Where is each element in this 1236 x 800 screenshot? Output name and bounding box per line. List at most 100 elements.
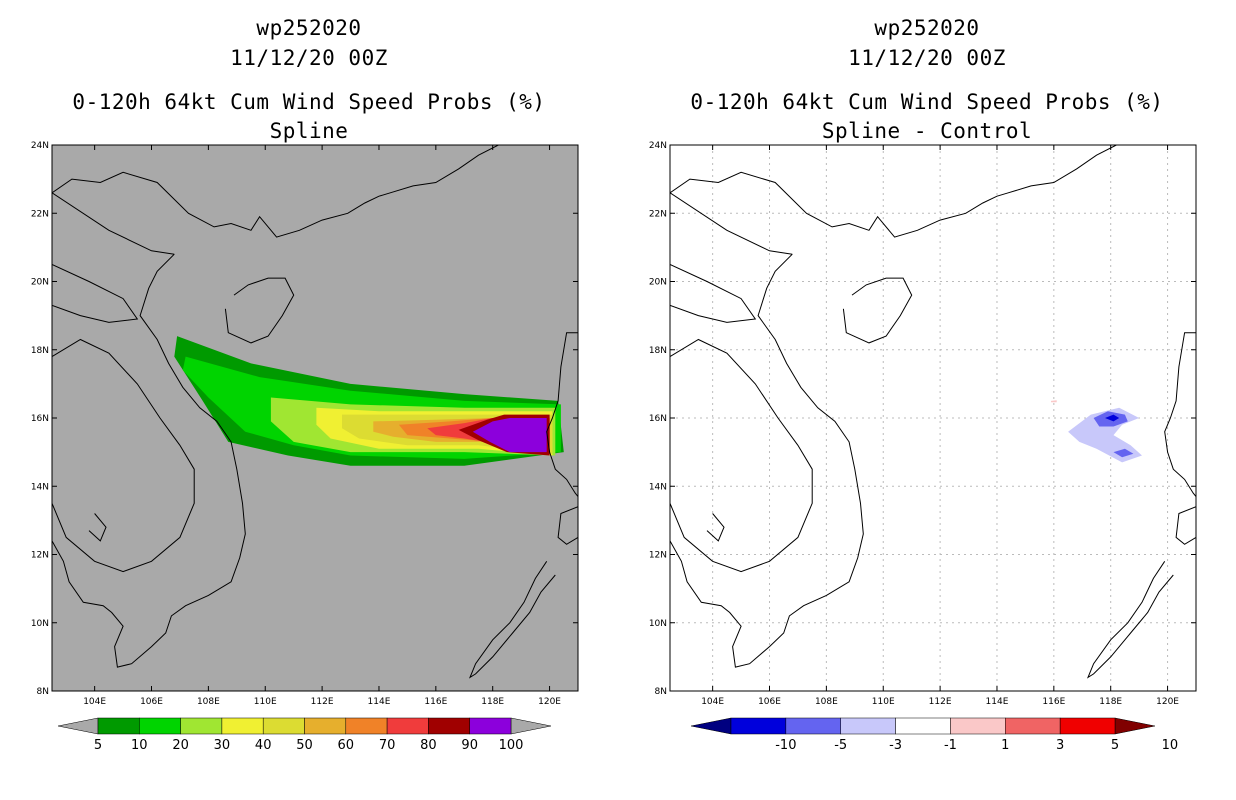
- y-tick-label: 8N: [37, 687, 49, 697]
- y-tick-label: 20N: [649, 278, 667, 288]
- colorbar: 5 10 20 30 40 50 60 70 80 90 100: [57, 717, 552, 753]
- colorbar-label: 3: [1056, 738, 1064, 753]
- coastline: [670, 338, 813, 573]
- coastline: [557, 506, 578, 545]
- x-tick-label: 118E: [481, 697, 504, 707]
- coastline: [670, 192, 793, 255]
- colorbar-label: -10: [775, 738, 796, 753]
- coastline: [670, 253, 864, 668]
- colorbar-label: 90: [461, 738, 478, 753]
- x-tick-label: 116E: [424, 697, 447, 707]
- colorbar-label: 1: [1001, 738, 1009, 753]
- x-tick-label: 120E: [1156, 697, 1179, 707]
- colorbar-segment: [730, 717, 787, 735]
- colorbar-segment: [97, 717, 140, 735]
- y-tick-label: 10N: [649, 619, 667, 629]
- colorbar-segment: [180, 717, 223, 735]
- colorbar-segment: [840, 717, 896, 735]
- colorbar-label: 70: [379, 738, 396, 753]
- storm-id: wp252020: [874, 16, 980, 40]
- coastline: [1086, 561, 1174, 679]
- product-title: 0-120h 64kt Cum Wind Speed Probs (%): [72, 90, 546, 114]
- colorbar-label: -5: [834, 738, 847, 753]
- colorbar-segment: [345, 717, 388, 735]
- coastline: [842, 277, 913, 344]
- difference-map: 104E 106E 108E 110E 112E 114E 116E 118E 120E 8N 10…: [649, 141, 1197, 753]
- contour-region: [1113, 448, 1134, 458]
- colorbar-label: 5: [1111, 738, 1119, 753]
- y-tick-label: 16N: [649, 414, 667, 424]
- product-subtitle: Spline: [269, 119, 349, 143]
- contour-region: [1105, 414, 1120, 422]
- colorbar-segment: [1059, 717, 1116, 735]
- forecast-time: 11/12/20 00Z: [230, 46, 388, 70]
- colorbar-segment: [895, 717, 951, 735]
- y-tick-label: 14N: [649, 482, 667, 492]
- x-tick-label: 104E: [83, 697, 106, 707]
- x-tick-label: 112E: [311, 697, 334, 707]
- y-tick-label: 14N: [31, 482, 49, 492]
- left-panel: wp252020 11/12/20 00Z 0-120h 64kt Cum Wi…: [31, 16, 579, 753]
- colorbar-label: 80: [420, 738, 437, 753]
- colorbar-label: 10: [1162, 738, 1179, 753]
- contour-region: [472, 418, 547, 453]
- y-tick-label: 24N: [649, 141, 667, 151]
- x-tick-label: 110E: [254, 697, 277, 707]
- colorbar-segment: [1005, 717, 1061, 735]
- colorbar-label: 50: [296, 738, 313, 753]
- product-title: 0-120h 64kt Cum Wind Speed Probs (%): [690, 90, 1164, 114]
- y-tick-label: 16N: [31, 414, 49, 424]
- y-tick-label: 10N: [31, 619, 49, 629]
- x-tick-label: 114E: [986, 697, 1009, 707]
- x-tick-label: 120E: [538, 697, 561, 707]
- y-tick-label: 22N: [649, 209, 667, 219]
- x-tick-label: 110E: [872, 697, 895, 707]
- coastline: [670, 263, 757, 323]
- colorbar-label: 30: [214, 738, 231, 753]
- colorbar-label: 5: [94, 738, 102, 753]
- y-tick-label: 24N: [31, 141, 49, 151]
- coastline: [88, 513, 107, 542]
- y-tick-label: 8N: [655, 687, 667, 697]
- y-tick-label: 18N: [649, 346, 667, 356]
- x-tick-label: 114E: [368, 697, 391, 707]
- coastline: [52, 192, 175, 255]
- coastline: [52, 338, 195, 573]
- coastline: [670, 145, 1117, 238]
- colorbar-label: -3: [889, 738, 902, 753]
- coastline: [1175, 506, 1196, 545]
- coastline: [706, 513, 725, 542]
- coastline: [546, 332, 578, 497]
- coastline: [52, 145, 499, 238]
- x-tick-label: 118E: [1099, 697, 1122, 707]
- colorbar-segment: [428, 717, 470, 735]
- x-tick-label: 112E: [929, 697, 952, 707]
- coastline: [1164, 332, 1196, 497]
- x-tick-label: 108E: [815, 697, 838, 707]
- colorbar-segment: [139, 717, 181, 735]
- product-subtitle: Spline - Control: [821, 119, 1033, 143]
- y-tick-label: 22N: [31, 209, 49, 219]
- right-panel: wp252020 11/12/20 00Z 0-120h 64kt Cum Wi…: [618, 0, 1236, 800]
- colorbar-label: 10: [131, 738, 148, 753]
- storm-id: wp252020: [256, 16, 362, 40]
- contour-region: [1051, 400, 1057, 403]
- y-tick-label: 18N: [31, 346, 49, 356]
- colorbar-extend-low: [690, 717, 732, 735]
- colorbar-segment: [304, 717, 347, 735]
- colorbar-segment: [262, 717, 305, 735]
- x-tick-label: 116E: [1042, 697, 1065, 707]
- colorbar-segment: [950, 717, 1006, 735]
- x-tick-label: 108E: [197, 697, 220, 707]
- colorbar: -10 -5 -3 -1 1 3 5 10: [690, 717, 1179, 753]
- colorbar-label: 20: [172, 738, 189, 753]
- colorbar-label: 40: [255, 738, 272, 753]
- x-tick-label: 104E: [701, 697, 724, 707]
- x-tick-label: 106E: [758, 697, 781, 707]
- colorbar-extend-high: [510, 717, 552, 735]
- colorbar-extend-high: [1114, 717, 1156, 735]
- forecast-time: 11/12/20 00Z: [848, 46, 1006, 70]
- x-tick-label: 106E: [140, 697, 163, 707]
- coastline: [52, 263, 139, 323]
- coastline: [52, 253, 246, 668]
